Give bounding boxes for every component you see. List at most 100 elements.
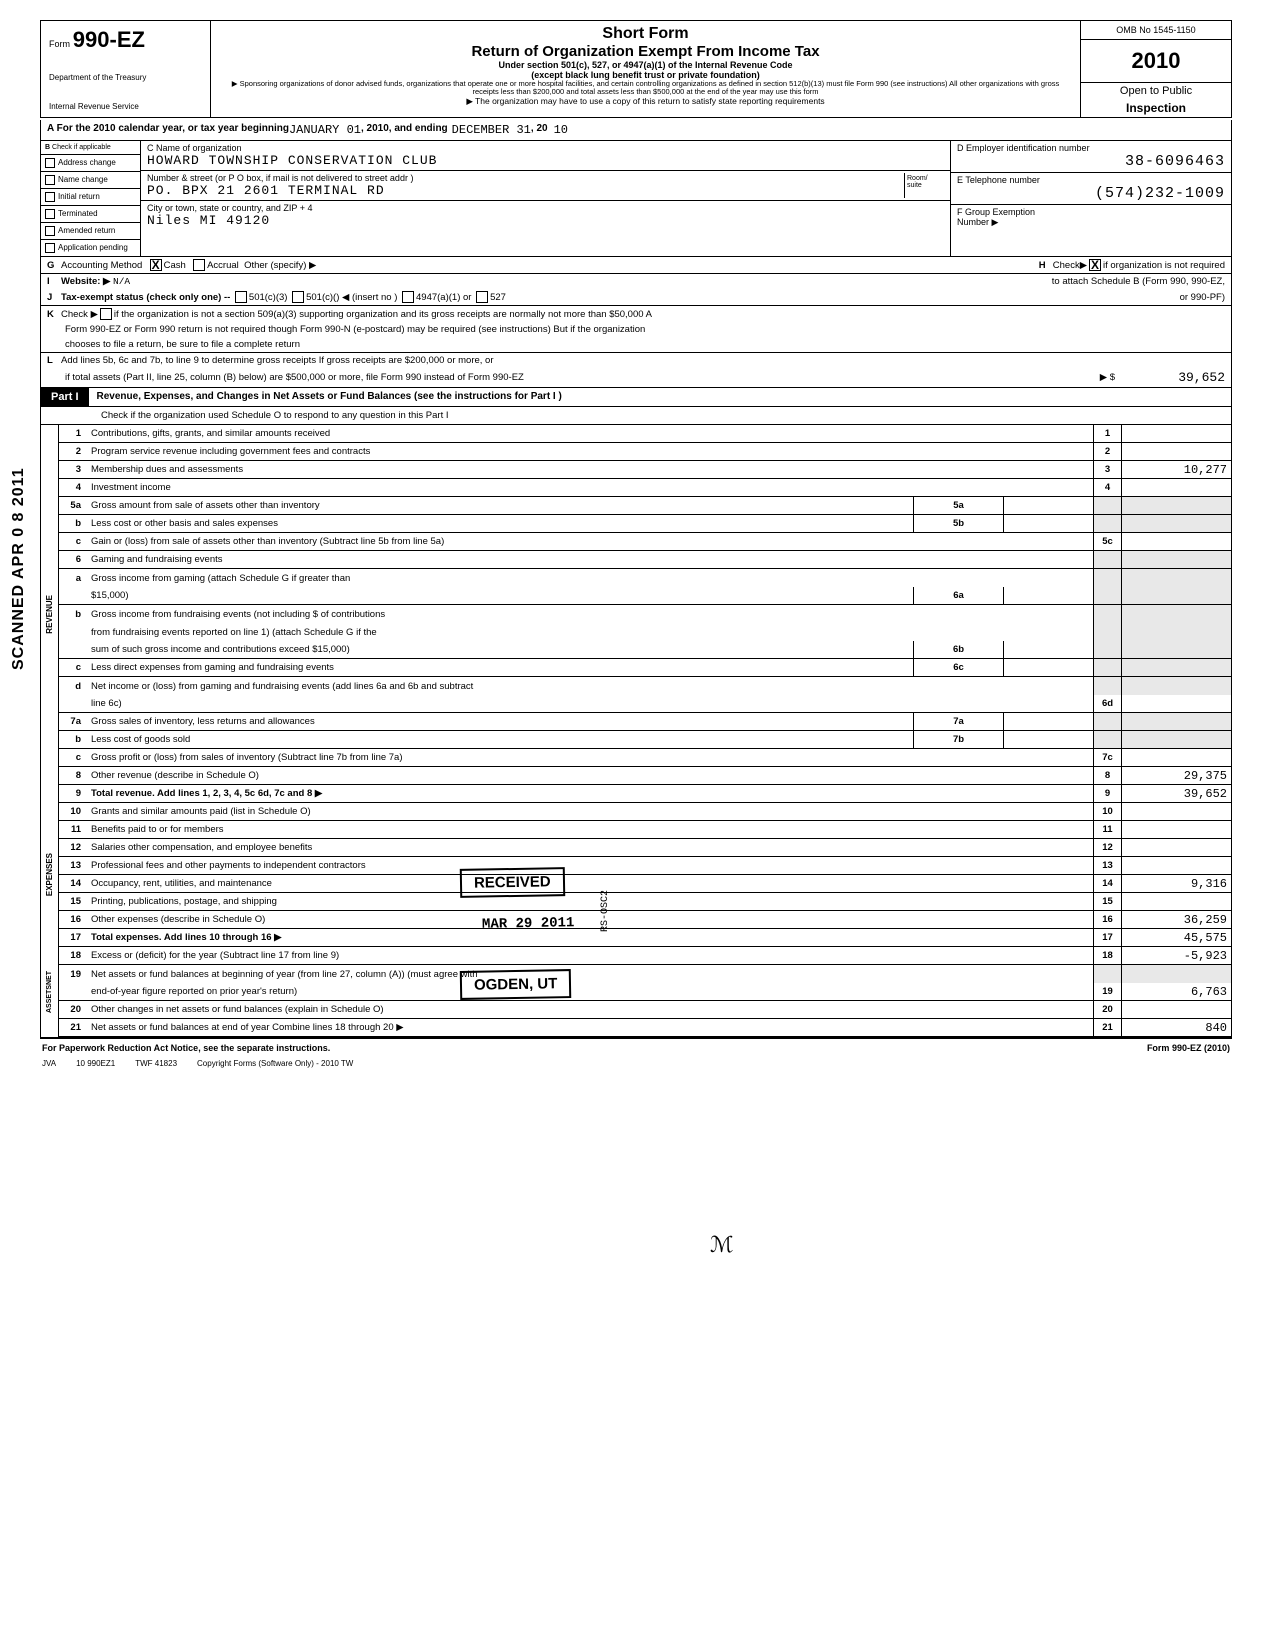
tax-year: 2010 — [1081, 40, 1231, 83]
row-value — [1121, 749, 1231, 766]
form-number: 990-EZ — [73, 27, 145, 52]
row-value: 39,652 — [1121, 785, 1231, 802]
row-num: 5a — [59, 497, 87, 514]
checkbox-527[interactable] — [476, 291, 488, 303]
right-num — [1093, 641, 1121, 658]
checkbox-501c3[interactable] — [235, 291, 247, 303]
checkbox-501c[interactable] — [292, 291, 304, 303]
row-desc: Gross amount from sale of assets other t… — [87, 497, 913, 514]
right-num: 21 — [1093, 1019, 1121, 1036]
right-num — [1093, 587, 1121, 604]
k-text4: chooses to file a return, be sure to fil… — [65, 339, 300, 350]
table-row: 6Gaming and fundraising events — [59, 551, 1231, 569]
g-cash: Cash — [164, 260, 186, 271]
row-num: 19 — [59, 965, 87, 983]
row-num: 15 — [59, 893, 87, 910]
checkbox-4947[interactable] — [402, 291, 414, 303]
j-text: Tax-exempt status (check only one) -- — [61, 292, 230, 303]
row-desc: Membership dues and assessments — [87, 461, 1093, 478]
k-text2: if the organization is not a section 509… — [114, 309, 652, 320]
right-num: 14 — [1093, 875, 1121, 892]
checkbox-address-change[interactable] — [45, 158, 55, 168]
checkbox-k[interactable] — [100, 308, 112, 320]
table-row: bLess cost or other basis and sales expe… — [59, 515, 1231, 533]
checkbox-terminated[interactable] — [45, 209, 55, 219]
row-desc: Gross income from gaming (attach Schedul… — [87, 569, 1093, 587]
dept-treasury: Department of the Treasury — [49, 73, 202, 82]
row-value — [1121, 1001, 1231, 1018]
row-value — [1121, 731, 1231, 748]
revenue-table: REVENUE 1Contributions, gifts, grants, a… — [40, 425, 1232, 1038]
row-desc: Gaming and fundraising events — [87, 551, 1093, 568]
table-row: 5aGross amount from sale of assets other… — [59, 497, 1231, 515]
row-value — [1121, 821, 1231, 838]
inner-num: 5a — [913, 497, 1003, 514]
row-value: 36,259 — [1121, 911, 1231, 928]
line-k3: chooses to file a return, be sure to fil… — [40, 337, 1232, 353]
right-num — [1093, 659, 1121, 676]
part1-header: Part I Revenue, Expenses, and Changes in… — [40, 388, 1232, 407]
checkbox-h[interactable] — [1089, 259, 1101, 271]
inspection-label: Inspection — [1081, 99, 1231, 117]
checkbox-amended[interactable] — [45, 226, 55, 236]
dept-irs: Internal Revenue Service — [49, 102, 202, 111]
row-desc: Other expenses (describe in Schedule O) — [87, 911, 1093, 928]
k-letter: K — [47, 309, 61, 320]
table-row: $15,000)6a — [59, 587, 1231, 605]
checkbox-initial-return[interactable] — [45, 192, 55, 202]
row-desc: Investment income — [87, 479, 1093, 496]
row-num: c — [59, 749, 87, 766]
line-l1: L Add lines 5b, 6c and 7b, to line 9 to … — [40, 353, 1232, 368]
street-address: PO. BPX 21 2601 TERMINAL RD — [147, 183, 904, 198]
checkbox-accrual[interactable] — [193, 259, 205, 271]
row-value — [1121, 857, 1231, 874]
line-l2: if total assets (Part II, line 25, colum… — [40, 368, 1232, 388]
row-value — [1121, 515, 1231, 532]
row-num — [59, 983, 87, 1000]
row-desc: Contributions, gifts, grants, and simila… — [87, 425, 1093, 442]
period-begin: JANUARY 01 — [289, 123, 361, 137]
row-value — [1121, 551, 1231, 568]
row-desc: Net assets or fund balances at end of ye… — [87, 1019, 1093, 1036]
footer-left: For Paperwork Reduction Act Notice, see … — [42, 1043, 330, 1053]
row-desc: Other revenue (describe in Schedule O) — [87, 767, 1093, 784]
right-num — [1093, 515, 1121, 532]
row-num: 8 — [59, 767, 87, 784]
checkbox-cash[interactable] — [150, 259, 162, 271]
row-value: 840 — [1121, 1019, 1231, 1036]
right-num: 11 — [1093, 821, 1121, 838]
row-desc: Program service revenue including govern… — [87, 443, 1093, 460]
period-end: DECEMBER 31 — [452, 123, 531, 137]
row-num: 16 — [59, 911, 87, 928]
table-row: sum of such gross income and contributio… — [59, 641, 1231, 659]
row-value — [1121, 893, 1231, 910]
h-text4: or 990-PF) — [1180, 292, 1225, 303]
inner-num: 6c — [913, 659, 1003, 676]
inner-val — [1003, 587, 1093, 604]
row-desc: Occupancy, rent, utilities, and maintena… — [87, 875, 1093, 892]
row-desc: Salaries other compensation, and employe… — [87, 839, 1093, 856]
table-row: from fundraising events reported on line… — [59, 623, 1231, 641]
checkbox-name-change[interactable] — [45, 175, 55, 185]
room-suite-label: Room/ suite — [904, 173, 944, 198]
row-desc: $15,000) — [87, 587, 913, 604]
inner-val — [1003, 731, 1093, 748]
h-letter: H — [1039, 260, 1053, 271]
open-public: Open to Public — [1081, 83, 1231, 99]
city-state-zip: Niles MI 49120 — [147, 213, 944, 228]
form-page: SCANNED APR 0 8 2011 Form 990-EZ Departm… — [40, 20, 1232, 1070]
k-text3: Form 990-EZ or Form 990 return is not re… — [65, 324, 645, 335]
row-value: 10,277 — [1121, 461, 1231, 478]
table-row: 2Program service revenue including gover… — [59, 443, 1231, 461]
line-a: A For the 2010 calendar year, or tax yea… — [40, 120, 1232, 141]
l-text1: Add lines 5b, 6c and 7b, to line 9 to de… — [61, 355, 494, 366]
inner-val — [1003, 713, 1093, 730]
line-k2: Form 990-EZ or Form 990 return is not re… — [40, 322, 1232, 337]
row-num: 3 — [59, 461, 87, 478]
row-value — [1121, 803, 1231, 820]
table-row: bLess cost of goods sold7b — [59, 731, 1231, 749]
checkbox-app-pending[interactable] — [45, 243, 55, 253]
row-desc: Printing, publications, postage, and shi… — [87, 893, 1093, 910]
j-letter: J — [47, 292, 61, 303]
footer-code: 10 990EZ1 — [76, 1059, 115, 1068]
